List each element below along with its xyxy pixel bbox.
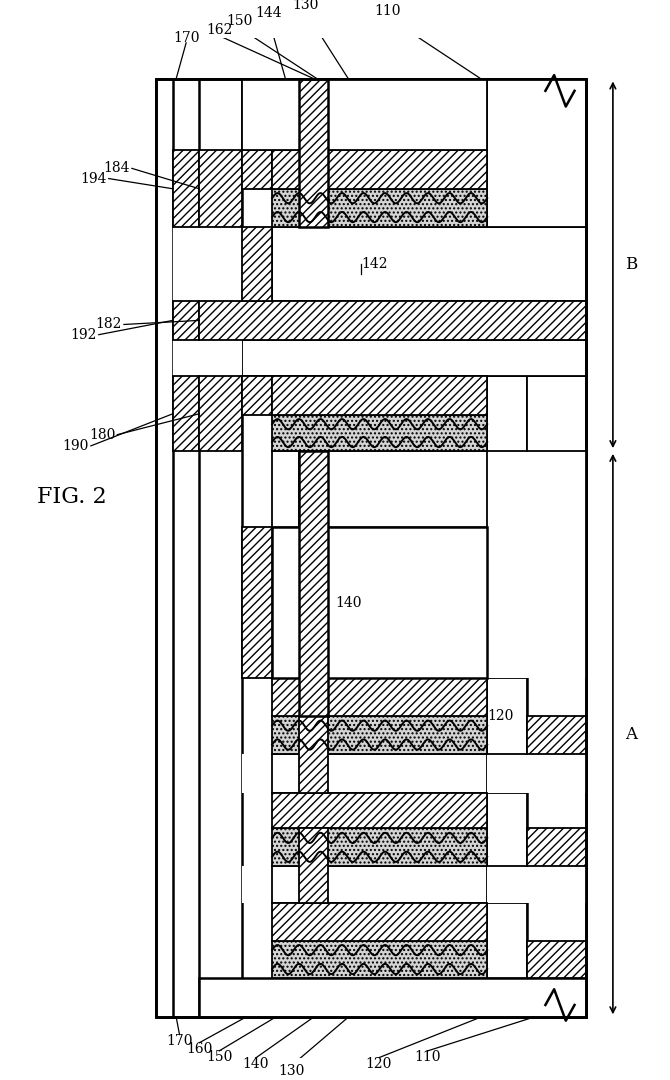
Bar bbox=[200, 978, 586, 1017]
Bar bbox=[487, 678, 527, 754]
Bar bbox=[328, 451, 487, 527]
Bar bbox=[272, 866, 487, 903]
Text: 110: 110 bbox=[414, 1050, 441, 1064]
Bar bbox=[272, 189, 487, 227]
Bar bbox=[527, 941, 586, 978]
Bar bbox=[243, 79, 487, 150]
Bar bbox=[200, 150, 243, 227]
Bar bbox=[299, 828, 328, 903]
Bar bbox=[200, 79, 243, 1017]
Bar bbox=[527, 377, 586, 451]
Text: 180: 180 bbox=[89, 428, 115, 442]
Text: 120: 120 bbox=[487, 710, 514, 724]
Text: 190: 190 bbox=[62, 438, 89, 453]
Bar bbox=[173, 377, 200, 451]
Bar bbox=[487, 79, 586, 227]
Text: FIG. 2: FIG. 2 bbox=[38, 486, 107, 508]
Bar bbox=[243, 340, 586, 377]
Bar bbox=[272, 716, 487, 754]
Bar bbox=[156, 79, 173, 1017]
Bar bbox=[299, 451, 328, 716]
Bar bbox=[272, 941, 487, 978]
Bar bbox=[200, 301, 586, 340]
Bar bbox=[173, 340, 243, 377]
Text: 120: 120 bbox=[365, 1057, 391, 1071]
Bar bbox=[527, 828, 586, 866]
Bar bbox=[156, 79, 586, 1017]
Text: 150: 150 bbox=[206, 1050, 232, 1064]
Text: 140: 140 bbox=[335, 596, 362, 610]
Text: 130: 130 bbox=[292, 0, 318, 12]
Bar bbox=[243, 754, 272, 793]
Bar bbox=[272, 416, 487, 451]
Bar bbox=[299, 716, 328, 793]
Bar bbox=[527, 716, 586, 754]
Text: 184: 184 bbox=[103, 161, 130, 175]
Text: 110: 110 bbox=[375, 4, 401, 18]
Text: A: A bbox=[625, 726, 636, 743]
Text: B: B bbox=[625, 256, 637, 273]
Text: 130: 130 bbox=[279, 1064, 305, 1078]
Bar bbox=[487, 866, 586, 903]
Bar bbox=[272, 451, 299, 527]
Text: 194: 194 bbox=[80, 172, 107, 186]
Text: 160: 160 bbox=[186, 1042, 212, 1056]
Bar bbox=[487, 903, 527, 978]
Text: 144: 144 bbox=[255, 6, 282, 21]
Bar bbox=[299, 79, 328, 227]
Text: 142: 142 bbox=[361, 257, 388, 271]
Bar bbox=[272, 754, 487, 793]
Bar bbox=[243, 866, 272, 903]
Bar bbox=[272, 150, 487, 189]
Bar bbox=[272, 377, 487, 416]
Bar bbox=[243, 227, 272, 301]
Bar bbox=[243, 150, 272, 189]
Bar bbox=[487, 793, 527, 866]
Bar bbox=[173, 301, 200, 340]
Text: 150: 150 bbox=[226, 14, 252, 28]
Bar bbox=[272, 903, 487, 941]
Text: 192: 192 bbox=[70, 327, 96, 341]
Bar bbox=[487, 377, 527, 451]
Bar bbox=[243, 527, 272, 678]
Text: 170: 170 bbox=[166, 1034, 193, 1048]
Text: 170: 170 bbox=[173, 30, 200, 44]
Bar bbox=[243, 377, 272, 416]
Text: 140: 140 bbox=[243, 1057, 269, 1071]
Bar bbox=[272, 828, 487, 866]
Bar bbox=[487, 451, 586, 678]
Bar bbox=[272, 527, 487, 678]
Bar bbox=[173, 227, 243, 301]
Bar bbox=[173, 150, 200, 227]
Bar bbox=[272, 227, 586, 301]
Text: 182: 182 bbox=[96, 318, 122, 332]
Text: 162: 162 bbox=[206, 23, 232, 37]
Bar bbox=[272, 793, 487, 828]
Bar bbox=[272, 678, 487, 716]
Bar bbox=[200, 377, 243, 451]
Bar bbox=[487, 754, 586, 793]
Bar bbox=[527, 79, 586, 1017]
